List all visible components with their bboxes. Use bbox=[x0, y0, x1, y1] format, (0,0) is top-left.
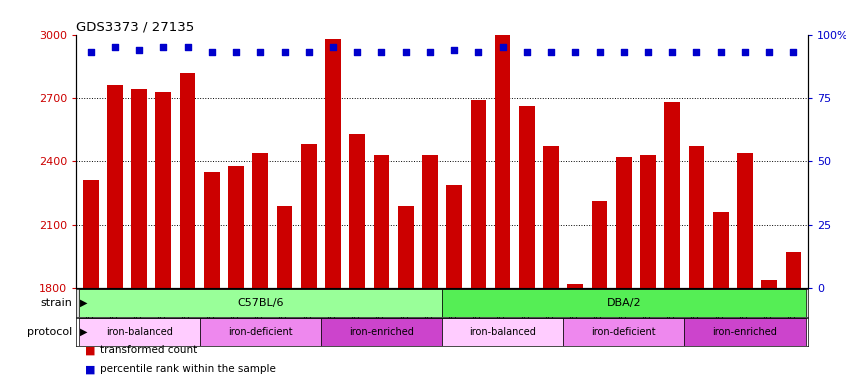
Bar bbox=[640, 155, 656, 288]
Point bbox=[205, 49, 218, 55]
Point bbox=[84, 49, 97, 55]
Bar bbox=[737, 153, 753, 288]
Point bbox=[327, 44, 340, 50]
Point bbox=[617, 49, 630, 55]
Point bbox=[593, 49, 607, 55]
Bar bbox=[349, 134, 365, 288]
Point bbox=[520, 49, 534, 55]
Text: percentile rank within the sample: percentile rank within the sample bbox=[100, 364, 276, 374]
Point bbox=[666, 49, 679, 55]
Bar bbox=[79, 318, 200, 346]
Bar bbox=[107, 85, 123, 288]
Text: iron-balanced: iron-balanced bbox=[106, 327, 173, 337]
Point bbox=[302, 49, 316, 55]
Point bbox=[375, 49, 388, 55]
Bar bbox=[374, 155, 389, 288]
Text: ■: ■ bbox=[85, 364, 95, 374]
Point bbox=[132, 47, 146, 53]
Text: DBA/2: DBA/2 bbox=[607, 298, 641, 308]
Bar bbox=[442, 318, 563, 346]
Bar bbox=[228, 166, 244, 288]
Bar bbox=[179, 73, 195, 288]
Bar bbox=[131, 89, 147, 288]
Point bbox=[448, 47, 461, 53]
Bar bbox=[200, 318, 321, 346]
Text: transformed count: transformed count bbox=[100, 345, 197, 355]
Bar bbox=[761, 280, 777, 288]
Bar bbox=[591, 201, 607, 288]
Point bbox=[254, 49, 267, 55]
Bar bbox=[563, 318, 684, 346]
Bar bbox=[321, 318, 442, 346]
Point bbox=[762, 49, 776, 55]
Text: protocol: protocol bbox=[27, 327, 72, 337]
Point bbox=[108, 44, 122, 50]
Point bbox=[181, 44, 195, 50]
Bar bbox=[442, 289, 805, 317]
Point bbox=[471, 49, 485, 55]
Text: iron-deficient: iron-deficient bbox=[591, 327, 656, 337]
Text: iron-deficient: iron-deficient bbox=[228, 327, 293, 337]
Bar bbox=[616, 157, 632, 288]
Text: GDS3373 / 27135: GDS3373 / 27135 bbox=[76, 20, 195, 33]
Bar bbox=[204, 172, 220, 288]
Point bbox=[787, 49, 800, 55]
Text: iron-enriched: iron-enriched bbox=[712, 327, 777, 337]
Bar bbox=[252, 153, 268, 288]
Text: ▶: ▶ bbox=[80, 327, 87, 337]
Bar bbox=[79, 289, 442, 317]
Bar bbox=[713, 212, 728, 288]
Bar bbox=[422, 155, 437, 288]
Text: iron-balanced: iron-balanced bbox=[470, 327, 536, 337]
Point bbox=[739, 49, 752, 55]
Point bbox=[689, 49, 703, 55]
Point bbox=[714, 49, 728, 55]
Bar bbox=[470, 100, 486, 288]
Point bbox=[544, 49, 558, 55]
Bar bbox=[447, 184, 462, 288]
Bar bbox=[301, 144, 316, 288]
Point bbox=[641, 49, 655, 55]
Bar bbox=[664, 102, 680, 288]
Text: strain: strain bbox=[40, 298, 72, 308]
Point bbox=[350, 49, 364, 55]
Bar bbox=[786, 252, 801, 288]
Point bbox=[423, 49, 437, 55]
Text: ■: ■ bbox=[85, 345, 95, 355]
Bar bbox=[156, 91, 171, 288]
Point bbox=[569, 49, 582, 55]
Bar bbox=[398, 205, 414, 288]
Text: ▶: ▶ bbox=[80, 298, 87, 308]
Bar bbox=[325, 39, 341, 288]
Point bbox=[277, 49, 291, 55]
Bar bbox=[543, 146, 559, 288]
Point bbox=[496, 44, 509, 50]
Text: C57BL/6: C57BL/6 bbox=[237, 298, 283, 308]
Point bbox=[157, 44, 170, 50]
Bar bbox=[495, 35, 510, 288]
Bar bbox=[684, 318, 805, 346]
Point bbox=[399, 49, 413, 55]
Bar bbox=[519, 106, 535, 288]
Bar bbox=[568, 284, 583, 288]
Text: iron-enriched: iron-enriched bbox=[349, 327, 414, 337]
Point bbox=[229, 49, 243, 55]
Bar bbox=[689, 146, 705, 288]
Bar bbox=[277, 205, 293, 288]
Bar bbox=[83, 180, 98, 288]
